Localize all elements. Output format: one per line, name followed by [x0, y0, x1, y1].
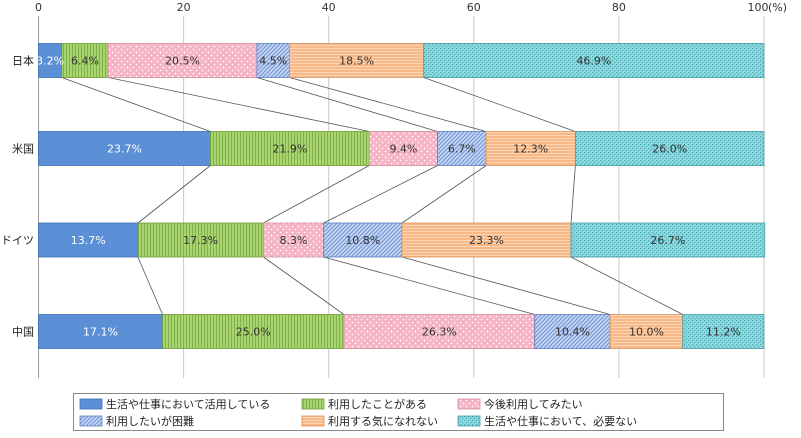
data-label: 6.4%: [71, 55, 99, 68]
data-label: 11.2%: [706, 326, 741, 339]
legend-label: 生活や仕事において、必要ない: [484, 414, 637, 428]
connector-line: [263, 256, 345, 315]
legend-label: 生活や仕事において活用している: [106, 397, 270, 411]
connector-line: [137, 165, 211, 224]
data-label: 4.5%: [259, 55, 287, 68]
x-tick-label: 20: [177, 1, 191, 14]
connector-line: [289, 77, 487, 132]
connector-line: [61, 77, 211, 132]
data-label: 6.7%: [448, 143, 476, 156]
data-label: 46.9%: [576, 55, 611, 68]
x-tick-label: 60: [467, 1, 481, 14]
bar-segment: [137, 222, 264, 258]
connector-line: [323, 256, 535, 315]
bar-segment: [107, 43, 258, 78]
data-label: 26.0%: [652, 143, 687, 156]
connector-line: [401, 256, 611, 315]
bar-segment: [485, 131, 576, 166]
data-label: 8.3%: [280, 234, 308, 247]
data-label: 21.9%: [272, 143, 307, 156]
data-label: 18.5%: [339, 55, 374, 68]
bar-segment: [38, 131, 211, 166]
bar-segment: [437, 131, 487, 166]
data-label: 10.8%: [345, 234, 380, 247]
category-label: ドイツ: [1, 234, 34, 247]
bar-segment: [210, 131, 370, 166]
category-label: 米国: [12, 143, 34, 156]
data-label: 17.3%: [183, 234, 218, 247]
legend-swatch: [457, 398, 481, 410]
legend-label: 利用したいが困難: [106, 414, 194, 428]
bar-segment: [570, 222, 766, 258]
connector-line: [401, 165, 487, 224]
bar-segment: [682, 314, 765, 349]
bar-segment: [38, 314, 163, 349]
x-unit-label: (%): [768, 1, 787, 14]
bar-segment: [289, 43, 425, 78]
bar-segment: [534, 314, 611, 349]
connector-line: [108, 77, 370, 132]
x-tick-label: 40: [322, 1, 336, 14]
bar-segment: [263, 222, 325, 258]
category-label: 日本: [12, 54, 34, 68]
legend-label: 利用したことがある: [328, 397, 427, 411]
x-tick-label: 0: [35, 1, 42, 14]
data-label: 12.3%: [513, 143, 548, 156]
bar-segment: [423, 43, 765, 78]
data-label: 20.5%: [165, 55, 200, 68]
data-label: 26.7%: [650, 234, 685, 247]
bar-segment: [401, 222, 572, 258]
data-label: 3.2%: [36, 55, 64, 68]
legend-swatch: [301, 415, 325, 427]
connector-line: [570, 165, 576, 224]
connector-line: [256, 77, 438, 132]
data-label: 17.1%: [83, 326, 118, 339]
data-label: 10.0%: [629, 326, 664, 339]
legend-swatch: [79, 415, 103, 427]
bar-segment: [38, 222, 139, 258]
bar-segment: [368, 131, 438, 166]
connector-line: [570, 256, 683, 315]
legend-label: 利用する気になれない: [328, 414, 438, 428]
data-label: 9.4%: [389, 143, 417, 156]
legend-swatch: [301, 398, 325, 410]
legend-label: 今後利用してみたい: [484, 397, 583, 411]
data-label: 25.0%: [236, 326, 271, 339]
bar-segment: [343, 314, 536, 349]
connector-line: [137, 256, 163, 315]
data-label: 26.3%: [422, 326, 457, 339]
data-label: 13.7%: [71, 234, 106, 247]
x-tick-label: 100: [748, 1, 769, 14]
connector-line: [423, 77, 576, 132]
legend-box: [73, 393, 724, 431]
bar-segment: [162, 314, 345, 349]
connector-line: [263, 165, 370, 224]
data-label: 23.7%: [107, 143, 142, 156]
legend-swatch: [79, 398, 103, 410]
x-tick-label: 80: [612, 1, 626, 14]
legend-swatch: [457, 415, 481, 427]
connector-line: [323, 165, 438, 224]
data-label: 23.3%: [469, 234, 504, 247]
data-label: 10.4%: [555, 326, 590, 339]
bar-segment: [323, 222, 403, 258]
category-label: 中国: [12, 326, 34, 339]
bar-segment: [256, 43, 290, 78]
bar-segment: [574, 131, 765, 166]
